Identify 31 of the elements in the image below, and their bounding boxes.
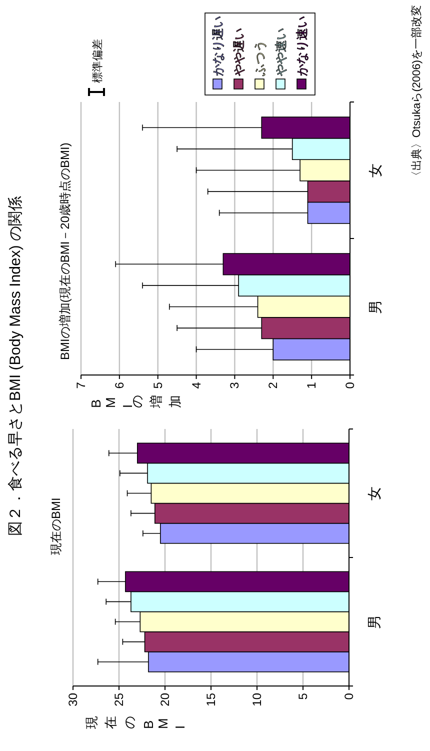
x-tick-label: 5	[150, 382, 165, 389]
text: 現在のBMI	[49, 498, 63, 555]
axis-label: BMIの増加	[88, 389, 183, 408]
x-tick-label: 0	[343, 382, 357, 389]
x-tick-label: 15	[204, 692, 218, 706]
x-tick-label: 6	[112, 382, 126, 389]
legend-entry: かなり速い	[295, 16, 309, 90]
y-tick-label: 男	[366, 614, 382, 629]
x-tick-label: 0	[342, 692, 356, 700]
x-tick-label: 25	[112, 692, 126, 706]
legend-entry: ふつう	[253, 40, 267, 90]
text: BMIの増加(現在のBMI－20歳時点のBMI)	[58, 142, 72, 360]
text: 〈出典〉Otsukaら(2006)を一部改変	[410, 5, 423, 182]
x-tick-label: 5	[296, 692, 310, 700]
chart-title: 図２．食べる早さとBMI (Body Mass Index) の関係	[7, 196, 24, 536]
legend-entry: やや速い	[274, 28, 288, 90]
text: 標準偏差	[92, 39, 104, 83]
axis-label: 現在のBMI	[84, 710, 188, 729]
x-tick-label: 4	[189, 382, 204, 389]
x-tick-label: 20	[158, 692, 172, 706]
y-tick-label: 男	[367, 300, 383, 314]
legend-entry: かなり遅い	[211, 16, 225, 90]
x-tick-label: 7	[74, 382, 88, 389]
x-tick-label: 10	[250, 692, 264, 706]
x-tick-label: 3	[228, 382, 242, 389]
y-tick-label: 女	[366, 486, 382, 500]
legend-entry: やや遅い	[232, 28, 246, 90]
y-tick-label: 女	[367, 163, 383, 178]
x-tick-label: 2	[266, 382, 280, 389]
x-tick-label: 30	[66, 692, 80, 706]
x-tick-label: 1	[304, 382, 319, 389]
